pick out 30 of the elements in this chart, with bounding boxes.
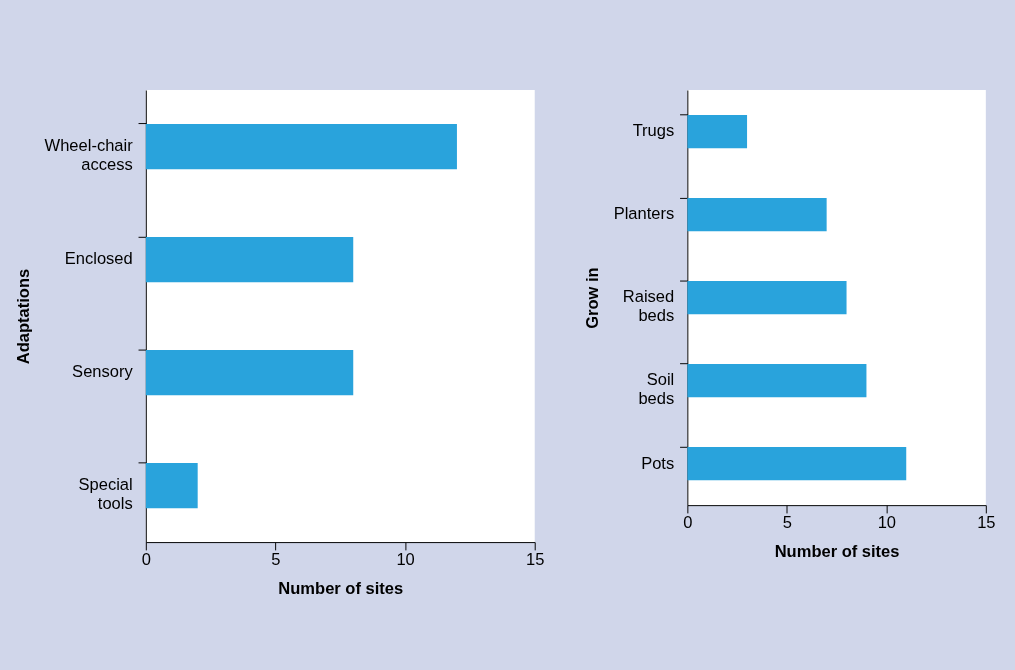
bar [145, 123, 457, 170]
x-tick-label: 0 [683, 513, 693, 532]
bar [145, 349, 354, 396]
x-axis-title: Number of sites [774, 542, 900, 562]
y-tick-label: Wheel-chair access [44, 136, 134, 174]
bar [687, 280, 847, 315]
y-tick-label: Sensory [72, 362, 134, 382]
y-tick-label: Pots [641, 453, 675, 473]
y-axis-title: Adaptations [13, 268, 33, 365]
x-tick-label: 10 [396, 549, 415, 569]
bar [687, 447, 907, 481]
bar [145, 462, 198, 509]
y-axis-title: Grow in [583, 267, 603, 329]
y-tick-label: Enclosed [64, 249, 133, 269]
bar [687, 364, 867, 398]
x-tick-label: 0 [141, 549, 151, 569]
y-tick-label: Soil beds [638, 370, 675, 408]
x-tick-label: 15 [526, 549, 545, 569]
x-tick-label: 5 [271, 549, 281, 569]
x-tick-label: 10 [877, 513, 897, 532]
x-tick-label: 15 [977, 513, 996, 532]
bar [145, 236, 354, 283]
x-axis-title: Number of sites [278, 579, 404, 599]
y-tick-label: Trugs [632, 121, 675, 141]
y-tick-label: Planters [613, 204, 675, 224]
y-tick-label: Raised beds [622, 287, 675, 325]
x-tick-label: 5 [782, 513, 792, 532]
bar [687, 114, 748, 149]
y-tick-label: Special tools [78, 475, 133, 513]
bar [687, 197, 827, 232]
